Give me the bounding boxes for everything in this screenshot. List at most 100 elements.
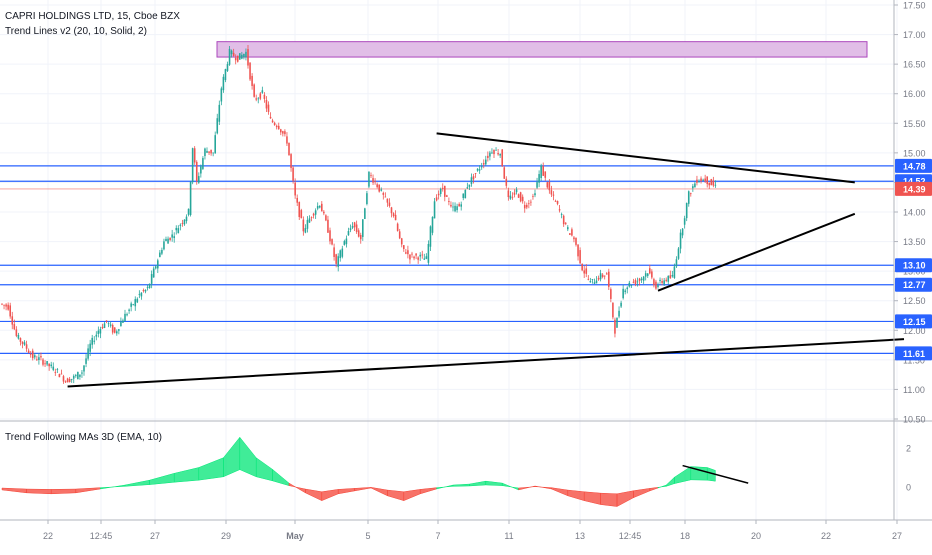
time-axis[interactable]: 22 12:45 27 29 May 5 7 11 13 12:45 18 20 22 27	[43, 520, 902, 541]
candle-body	[345, 238, 348, 245]
candle-body	[655, 281, 657, 289]
candle-body	[179, 224, 182, 226]
candle-body	[64, 381, 67, 383]
candle-body	[478, 169, 481, 171]
candle-body	[128, 309, 130, 311]
resistance-zone[interactable]	[216, 41, 868, 58]
candle-body	[318, 205, 321, 208]
price-tick-label: 16.50	[903, 60, 926, 70]
candle-body	[183, 219, 186, 225]
candle-body	[493, 150, 495, 155]
candle-body	[528, 203, 530, 205]
candle-body	[704, 178, 706, 182]
candle-body	[599, 273, 602, 280]
candle-body	[351, 226, 354, 228]
candle-body	[427, 243, 430, 263]
candle-body	[72, 375, 75, 379]
candle-body	[302, 219, 305, 232]
candle-body	[11, 316, 14, 325]
candle-body	[503, 167, 506, 179]
trend-line[interactable]	[67, 338, 905, 388]
candle-body	[58, 374, 61, 378]
candle-body	[458, 204, 460, 207]
candle-body	[54, 372, 57, 373]
candle-body	[550, 190, 553, 195]
lower-pane-title[interactable]: Trend Following MAs 3D (EMA, 10)	[5, 432, 162, 443]
candle-body	[564, 222, 567, 224]
candle-body	[468, 184, 471, 187]
candle-body	[204, 148, 206, 157]
candle-body	[93, 340, 96, 342]
candle-body	[466, 187, 469, 189]
candle-body	[593, 282, 596, 284]
candle-body	[144, 289, 147, 292]
price-tick-label: 14.00	[903, 208, 926, 218]
candle-body	[628, 282, 631, 287]
candle-body	[75, 375, 77, 377]
candle-body	[618, 310, 620, 317]
candle-body	[167, 238, 169, 244]
candle-body	[587, 278, 590, 280]
trend-line[interactable]	[436, 132, 855, 184]
price-tick-label: 11.50	[903, 355, 925, 365]
candle-body	[23, 342, 26, 345]
candle-body	[323, 211, 325, 214]
indicator-tick-label: 0	[906, 483, 911, 493]
candle-body	[253, 84, 255, 97]
candle-body	[579, 250, 581, 264]
candle-body	[558, 209, 561, 211]
candle-body	[671, 275, 674, 277]
candle-body	[193, 148, 196, 163]
candle-body	[441, 187, 444, 189]
trend-lines[interactable]	[67, 132, 905, 388]
price-badge-label: 14.39	[903, 184, 926, 194]
candle-body	[638, 278, 641, 281]
candle-body	[712, 180, 715, 186]
candle-body	[161, 249, 163, 254]
symbol-legend[interactable]: CAPRI HOLDINGS LTD, 15, Cboe BZX	[5, 11, 180, 22]
candle-body	[378, 184, 380, 192]
candle-body	[222, 76, 225, 91]
candle-body	[405, 252, 407, 254]
indicator-axis[interactable]: 20	[906, 444, 911, 493]
candle-body	[165, 238, 167, 241]
candle-body	[407, 250, 409, 255]
price-badge-label: 14.52	[903, 177, 926, 187]
candle-body	[134, 299, 137, 307]
candle-body	[538, 174, 540, 183]
candle-body	[581, 263, 583, 271]
candle-body	[415, 253, 417, 256]
price-badge-label: 12.15	[903, 317, 926, 327]
candle-body	[99, 328, 102, 334]
candle-body	[482, 163, 485, 165]
candle-body	[216, 118, 219, 134]
candle-body	[103, 323, 106, 328]
candle-body	[232, 52, 235, 57]
indicator-trend-line[interactable]	[682, 464, 749, 484]
candle-body	[195, 161, 198, 182]
trend-line[interactable]	[657, 212, 856, 292]
candle-body	[589, 281, 592, 283]
candle-body	[175, 227, 178, 231]
candle-body	[1, 303, 3, 305]
candle-body	[247, 49, 249, 66]
time-tick-label: 11	[504, 531, 513, 541]
candle-body	[126, 314, 128, 316]
candle-body	[448, 201, 450, 202]
time-tick-label: 22	[821, 531, 831, 541]
candle-body	[439, 188, 442, 194]
indicator-legend[interactable]: Trend Lines v2 (20, 10, Solid, 2)	[5, 26, 147, 37]
candle-body	[409, 254, 411, 260]
candle-body	[435, 197, 438, 201]
candle-body	[198, 176, 200, 183]
candle-body	[230, 50, 233, 55]
candle-body	[120, 321, 122, 327]
candle-body	[577, 244, 579, 257]
candle-body	[546, 182, 549, 188]
candle-body	[337, 256, 339, 267]
candle-body	[177, 228, 180, 234]
candle-body	[124, 313, 126, 322]
candle-body	[690, 193, 692, 195]
